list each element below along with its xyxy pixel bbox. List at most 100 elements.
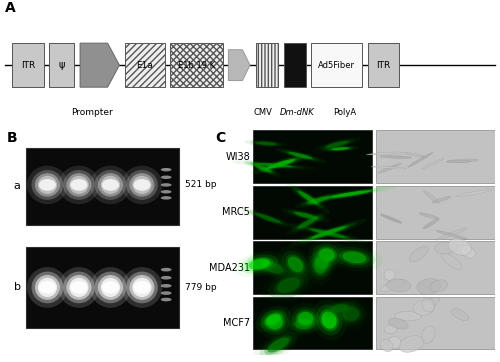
Ellipse shape xyxy=(340,305,362,323)
Ellipse shape xyxy=(254,257,292,278)
Ellipse shape xyxy=(32,170,64,200)
Text: MRC5: MRC5 xyxy=(222,207,250,217)
Ellipse shape xyxy=(90,166,131,204)
Ellipse shape xyxy=(295,319,312,329)
Ellipse shape xyxy=(460,245,475,258)
Ellipse shape xyxy=(292,214,324,232)
Bar xyxy=(12,43,44,87)
Ellipse shape xyxy=(161,190,172,193)
Ellipse shape xyxy=(316,305,342,336)
Bar xyxy=(170,43,223,87)
Ellipse shape xyxy=(414,300,434,315)
Bar xyxy=(26,247,179,328)
Ellipse shape xyxy=(320,139,355,150)
Text: 779 bp: 779 bp xyxy=(186,283,217,292)
Ellipse shape xyxy=(288,257,304,272)
Ellipse shape xyxy=(274,275,304,295)
Ellipse shape xyxy=(378,163,401,173)
Text: E1a: E1a xyxy=(136,61,154,70)
Ellipse shape xyxy=(283,313,325,336)
Ellipse shape xyxy=(294,192,342,208)
Ellipse shape xyxy=(308,197,329,204)
Ellipse shape xyxy=(320,309,339,331)
Ellipse shape xyxy=(161,168,172,171)
Ellipse shape xyxy=(330,190,371,198)
Ellipse shape xyxy=(330,298,371,331)
Bar xyxy=(253,186,372,239)
Ellipse shape xyxy=(380,214,402,223)
Ellipse shape xyxy=(102,281,119,294)
Ellipse shape xyxy=(324,140,350,148)
Ellipse shape xyxy=(282,150,319,161)
Ellipse shape xyxy=(266,314,280,325)
Ellipse shape xyxy=(35,173,60,197)
Ellipse shape xyxy=(448,239,471,255)
Bar xyxy=(253,296,372,349)
Ellipse shape xyxy=(417,278,441,294)
Text: WI38: WI38 xyxy=(225,152,250,162)
Ellipse shape xyxy=(161,196,172,199)
Polygon shape xyxy=(228,50,250,81)
Ellipse shape xyxy=(300,223,357,243)
Ellipse shape xyxy=(292,211,319,219)
Ellipse shape xyxy=(161,298,172,302)
Ellipse shape xyxy=(417,298,440,311)
Ellipse shape xyxy=(388,336,400,349)
Ellipse shape xyxy=(316,258,328,269)
Ellipse shape xyxy=(39,281,56,294)
Ellipse shape xyxy=(134,179,150,191)
Ellipse shape xyxy=(289,219,368,246)
Ellipse shape xyxy=(246,257,273,271)
Ellipse shape xyxy=(122,267,162,308)
Ellipse shape xyxy=(342,252,366,264)
Ellipse shape xyxy=(27,166,68,204)
Ellipse shape xyxy=(268,338,289,353)
Ellipse shape xyxy=(300,226,358,241)
Ellipse shape xyxy=(70,278,88,297)
Ellipse shape xyxy=(254,163,292,167)
Ellipse shape xyxy=(298,191,318,204)
Ellipse shape xyxy=(409,246,428,262)
Ellipse shape xyxy=(58,267,100,308)
Ellipse shape xyxy=(330,304,347,312)
Ellipse shape xyxy=(281,208,330,223)
Ellipse shape xyxy=(94,272,126,303)
Text: Dm-dNK: Dm-dNK xyxy=(280,108,314,117)
Ellipse shape xyxy=(319,248,335,261)
Ellipse shape xyxy=(122,166,162,204)
Ellipse shape xyxy=(35,275,60,300)
Ellipse shape xyxy=(286,151,314,160)
Text: Prompter: Prompter xyxy=(70,108,112,117)
Text: a: a xyxy=(14,181,20,191)
Bar xyxy=(312,43,362,87)
Ellipse shape xyxy=(430,280,448,292)
Ellipse shape xyxy=(240,254,278,274)
Ellipse shape xyxy=(63,272,95,303)
Ellipse shape xyxy=(332,147,349,150)
Text: Ad5Fiber: Ad5Fiber xyxy=(318,61,355,70)
Ellipse shape xyxy=(398,336,424,352)
Text: 521 bp: 521 bp xyxy=(186,180,217,189)
Ellipse shape xyxy=(292,187,324,208)
Text: b: b xyxy=(14,282,21,292)
Ellipse shape xyxy=(101,278,120,297)
Ellipse shape xyxy=(296,190,320,206)
Ellipse shape xyxy=(253,164,273,173)
Ellipse shape xyxy=(436,231,468,239)
Ellipse shape xyxy=(386,279,411,292)
Ellipse shape xyxy=(334,247,376,268)
Ellipse shape xyxy=(310,251,331,280)
Ellipse shape xyxy=(312,300,347,341)
Ellipse shape xyxy=(253,212,283,224)
Ellipse shape xyxy=(306,245,334,285)
Ellipse shape xyxy=(98,275,123,300)
Ellipse shape xyxy=(254,141,278,146)
Ellipse shape xyxy=(253,328,304,362)
Ellipse shape xyxy=(308,240,346,270)
Ellipse shape xyxy=(264,158,298,169)
Ellipse shape xyxy=(255,306,291,332)
Ellipse shape xyxy=(298,312,314,325)
Ellipse shape xyxy=(436,228,467,240)
Ellipse shape xyxy=(310,226,346,239)
Text: CMV: CMV xyxy=(254,108,272,117)
